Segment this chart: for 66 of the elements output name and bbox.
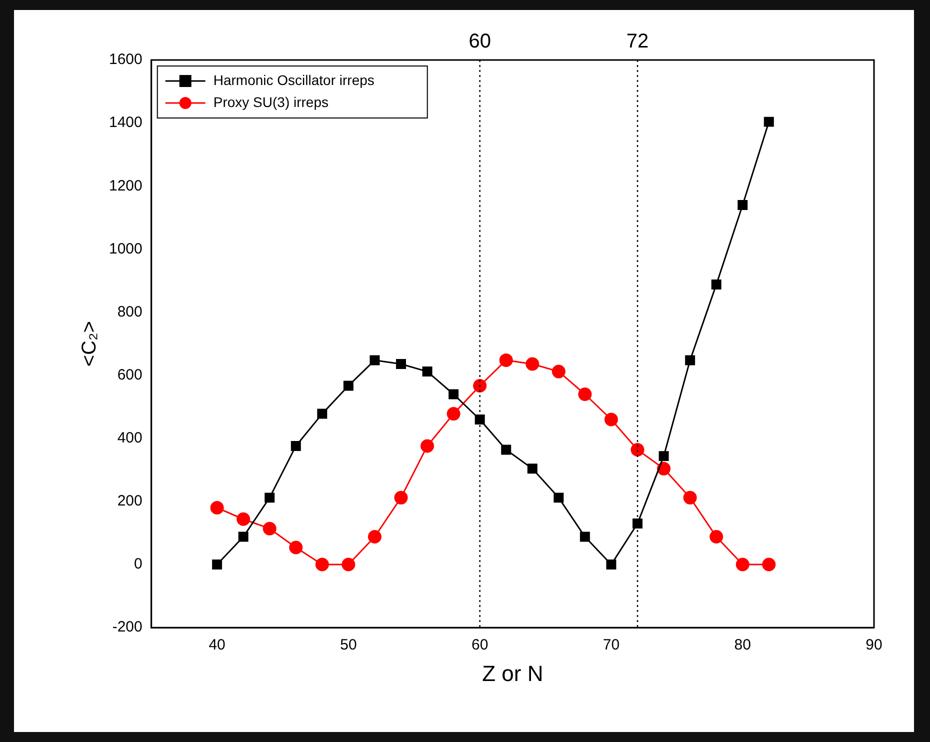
y-tick-label: -200: [112, 618, 142, 636]
point: [289, 540, 303, 554]
point: [370, 355, 380, 366]
y-tick-label: 800: [117, 303, 142, 320]
point: [315, 558, 329, 572]
point: [604, 412, 618, 426]
point: [762, 558, 776, 572]
point: [685, 355, 696, 366]
point: [474, 414, 485, 424]
point: [210, 501, 224, 515]
legend-label: Proxy SU(3) irreps: [213, 94, 329, 110]
point: [683, 490, 697, 504]
point: [422, 366, 432, 377]
point: [396, 358, 406, 369]
point: [448, 389, 459, 400]
point: [264, 492, 275, 503]
point: [526, 357, 540, 371]
point: [658, 451, 669, 462]
point: [710, 530, 724, 544]
point: [711, 280, 722, 290]
x-tick-label: 70: [602, 636, 620, 654]
x-tick-label: 60: [471, 636, 488, 654]
point: [501, 444, 512, 455]
point: [236, 512, 250, 526]
y-tick-label: 1000: [108, 240, 142, 258]
point: [554, 492, 564, 503]
point: [368, 530, 382, 544]
point: [736, 558, 750, 572]
ref-line-label: 60: [468, 30, 491, 53]
y-tick-label: 200: [117, 492, 142, 510]
point: [764, 116, 774, 127]
x-tick-label: 90: [866, 636, 882, 654]
ref-line-label: 72: [626, 30, 649, 53]
point: [606, 560, 616, 570]
x-tick-label: 80: [734, 636, 751, 654]
y-tick-label: 1200: [108, 177, 142, 194]
legend-label: Harmonic Oscillator irreps: [213, 72, 374, 88]
x-axis-title: Z or N: [482, 660, 544, 686]
point: [527, 464, 538, 474]
x-tick-label: 40: [208, 636, 226, 654]
point: [473, 378, 487, 392]
point: [578, 388, 592, 402]
point: [446, 407, 460, 421]
point: [657, 462, 671, 476]
y-tick-label: 400: [117, 430, 142, 447]
point: [238, 532, 248, 542]
point: [420, 439, 434, 453]
point: [317, 408, 328, 419]
point: [632, 518, 642, 529]
y-tick-label: 1400: [108, 114, 142, 132]
point: [212, 560, 222, 570]
point: [630, 443, 644, 456]
point: [394, 490, 408, 504]
point: [580, 532, 590, 542]
point: [499, 353, 513, 367]
point: [552, 364, 566, 378]
point: [262, 522, 276, 536]
y-axis-title: <C₂>: [78, 321, 101, 367]
point: [342, 558, 356, 572]
y-tick-label: 0: [134, 556, 142, 573]
x-tick-label: 50: [340, 636, 357, 654]
y-tick-label: 1600: [108, 51, 142, 68]
point: [290, 440, 301, 451]
point: [343, 380, 354, 391]
y-tick-label: 600: [117, 366, 142, 384]
point: [738, 200, 748, 210]
